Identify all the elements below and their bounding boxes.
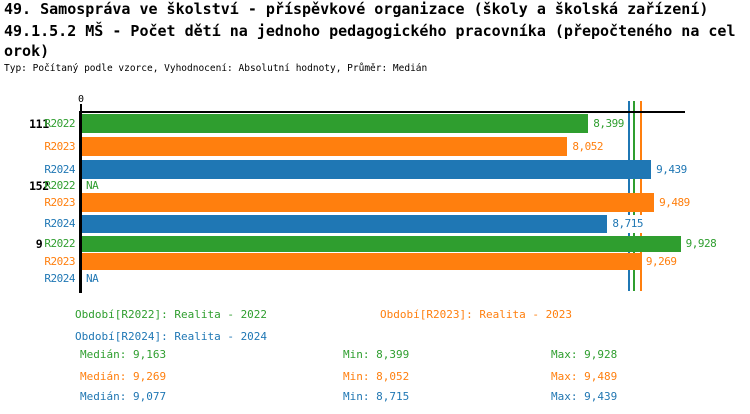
period-label: R2023 (44, 255, 75, 268)
x-axis-line (79, 111, 685, 113)
stat-median: Medián: 9,163 (80, 348, 167, 361)
x-axis-tick (80, 104, 82, 112)
legend-item: Období[R2022]: Realita - 2022 (75, 308, 268, 321)
stat-min: Min: 8,052 (343, 370, 410, 383)
period-label: R2023 (44, 196, 75, 209)
stat-max: Max: 9,489 (551, 370, 618, 383)
bar-r2022 (82, 236, 681, 252)
bar-r2023 (82, 137, 568, 156)
group-label: 152 (29, 179, 49, 193)
period-label: R2024 (44, 163, 75, 176)
na-label: NA (86, 179, 99, 192)
y-axis-line (79, 111, 82, 293)
group-label: 111 (29, 117, 49, 131)
bar-r2024 (82, 215, 608, 233)
title-line-3: orok) (4, 42, 50, 60)
bar-value-label: 9,489 (658, 193, 691, 212)
stat-median: Medián: 9,269 (80, 370, 167, 383)
stat-median: Medián: 9,077 (80, 390, 167, 403)
title-line-2: 49.1.5.2 MŠ - Počet dětí na jednoho peda… (4, 22, 736, 40)
legend-item: Období[R2024]: Realita - 2024 (75, 330, 268, 343)
stat-min: Min: 8,715 (343, 390, 410, 403)
bar-value-label: 9,439 (655, 160, 688, 179)
chart-subtitle: Typ: Počítaný podle vzorce, Vyhodnocení:… (4, 63, 428, 74)
period-label: R2024 (44, 217, 75, 230)
x-axis-tick-label: 0 (77, 94, 85, 105)
bar-value-label: 9,269 (644, 253, 678, 270)
stat-max: Max: 9,928 (551, 348, 618, 361)
bar-value-label: 8,052 (571, 137, 604, 156)
bar-r2022 (82, 114, 589, 133)
group-label: 9 (35, 237, 43, 251)
stat-max: Max: 9,439 (551, 390, 618, 403)
bar-value-label: 8,715 (611, 215, 644, 233)
bar-r2023 (82, 253, 641, 270)
bar-r2023 (82, 193, 655, 212)
stat-min: Min: 8,399 (343, 348, 410, 361)
period-label: R2024 (44, 272, 75, 285)
period-label: R2022 (44, 117, 75, 130)
bar-r2024 (82, 160, 652, 179)
period-label: R2022 (44, 179, 75, 192)
period-label: R2022 (44, 237, 75, 250)
period-label: R2023 (44, 140, 75, 153)
legend-item: Období[R2023]: Realita - 2023 (380, 308, 573, 321)
na-label: NA (86, 272, 99, 285)
bar-value-label: 8,399 (592, 114, 625, 133)
title-line-1: 49. Samospráva ve školství - příspěvkové… (4, 0, 709, 18)
bar-value-label: 9,928 (684, 236, 718, 252)
